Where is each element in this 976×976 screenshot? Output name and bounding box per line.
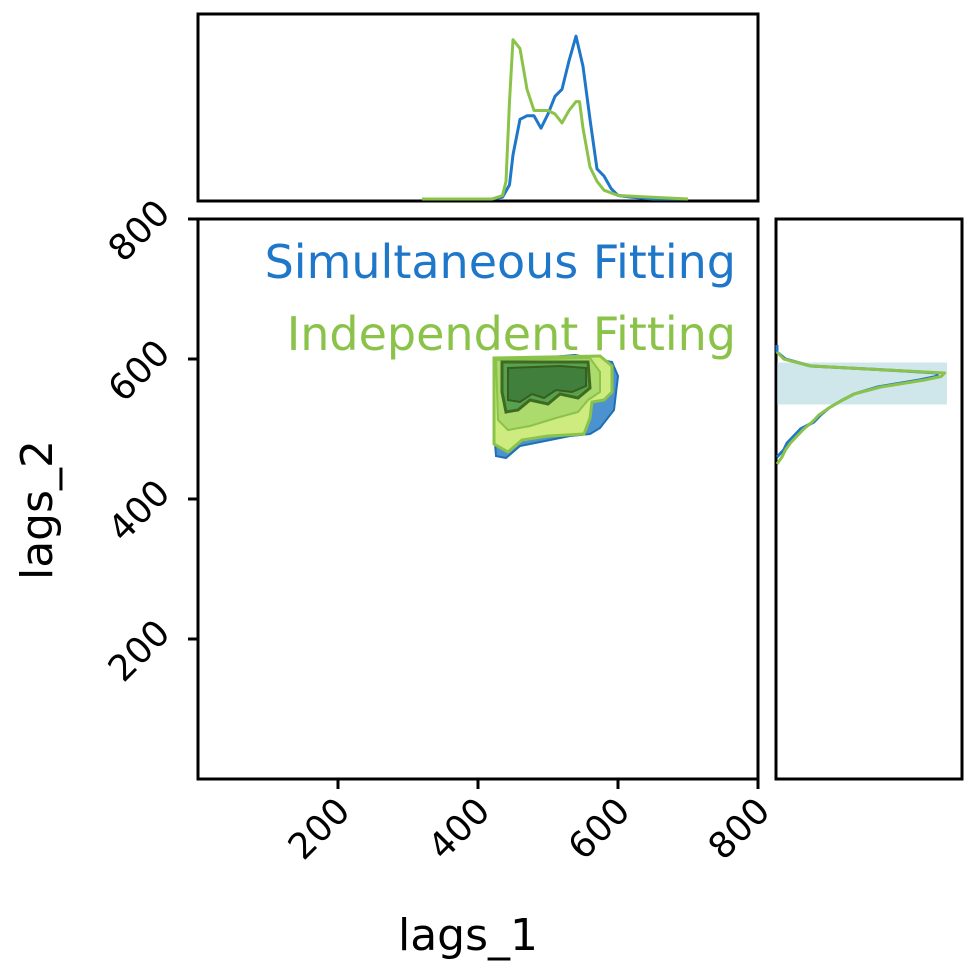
x-tick-label: 200 <box>281 790 359 868</box>
joint-contours <box>492 353 620 460</box>
y-axis-ticks: 200 400 600 800 <box>101 192 198 690</box>
legend-independent: Independent Fitting <box>287 307 736 361</box>
top-marginal-curves <box>422 34 689 201</box>
x-axis-ticks: 200 400 600 800 <box>281 779 779 868</box>
right-marginal-frame <box>774 217 964 781</box>
y-tick-label: 800 <box>101 192 179 270</box>
independent-contour-core <box>507 364 587 404</box>
right-marginal-curves <box>775 345 947 465</box>
y-tick-label: 600 <box>101 332 179 410</box>
x-tick-label: 600 <box>561 790 639 868</box>
y-axis-label: lags_2 <box>12 440 63 580</box>
top-marginal-frame <box>196 12 760 203</box>
top-marginal-curve <box>422 38 689 201</box>
y-tick-label: 400 <box>101 472 179 550</box>
main-plot-frame <box>196 217 760 781</box>
top-marginal-curve <box>491 34 688 201</box>
x-tick-label: 400 <box>421 790 499 868</box>
x-tick-label: 800 <box>701 790 779 868</box>
y-tick-label: 200 <box>101 612 179 690</box>
legend-simultaneous: Simultaneous Fitting <box>265 235 736 289</box>
x-axis-label: lags_1 <box>398 910 538 961</box>
right-marginal-curve <box>775 350 947 465</box>
